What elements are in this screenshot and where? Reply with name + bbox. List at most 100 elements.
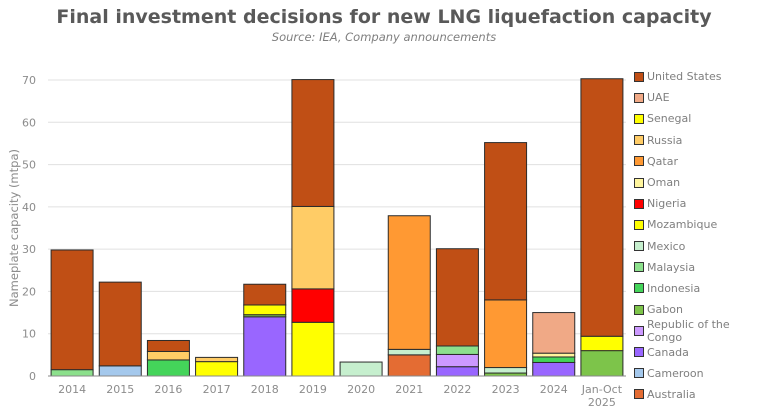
y-tick-label: 10 [22,328,36,341]
legend-swatch [634,262,644,273]
y-tick-label: 20 [22,285,36,298]
legend-label: Canada [647,345,689,359]
legend-swatch [634,92,644,103]
bar-segment-united-states [435,248,479,347]
x-tick-label: 2022 [443,383,471,396]
legend-swatch [634,219,644,230]
bar-segment-mozambique [291,321,335,377]
y-tick-label: 40 [22,201,36,214]
legend-label: Senegal [647,112,692,126]
bar-segment-mexico [484,367,528,374]
legend-swatch [634,304,644,315]
legend-item: Gabon [634,299,768,320]
legend-swatch [634,389,644,400]
legend-swatch [634,135,644,146]
bar-segment-indonesia [532,356,576,363]
legend-item: Mexico [634,236,768,257]
chart-subtitle: Source: IEA, Company announcements [271,30,497,44]
legend-item: Indonesia [634,278,768,299]
legend-item: Oman [634,172,768,193]
x-tick-label: 2017 [203,383,231,396]
legend-swatch [634,325,644,336]
bar-segment-nigeria [291,288,335,323]
x-tick-label: Jan-Oct [581,383,623,396]
y-tick-label: 50 [22,159,36,172]
y-tick-label: 70 [22,74,36,87]
legend-item: Senegal [634,108,768,129]
legend-swatch [634,177,644,188]
y-tick-label: 60 [22,116,36,129]
legend-item: Mozambique [634,214,768,235]
legend-swatch [634,347,644,358]
bar-segment-canada [532,361,576,377]
legend-label: Mozambique [647,218,718,232]
bar-segment-united-states [98,281,142,367]
legend-label: Nigeria [647,197,687,211]
legend-label: Cameroon [647,366,704,380]
x-tick-label: 2021 [395,383,423,396]
x-tick-label: 2025 [588,396,616,409]
bar-segment-qatar [387,215,431,350]
legend-swatch [634,241,644,252]
legend-swatch [634,113,644,124]
legend-label: Russia [647,133,683,147]
bar-segment-united-states [291,79,335,207]
bar-segment-senegal [580,335,624,352]
bar-segment-senegal [243,304,287,316]
legend-label: Malaysia [647,260,696,274]
bar-segment-mexico [339,361,383,377]
legend-swatch [634,71,644,82]
chart-title: Final investment decisions for new LNG l… [56,6,712,28]
legend-label: Indonesia [647,281,701,295]
bar-segment-republic-of-the-congo [435,353,479,368]
bar-segment-russia [146,350,190,361]
y-tick-label: 30 [22,243,36,256]
bar-segment-mozambique [195,361,239,377]
bar-segment-oman [532,352,576,358]
bar-segment-canada [435,366,479,377]
legend-item: Canada [634,341,768,362]
x-tick-label: 2024 [540,383,568,396]
legend-swatch [634,156,644,167]
legend-label: Oman [647,176,681,190]
x-tick-label: 2020 [347,383,375,396]
legend-item: Cameroon [634,363,768,384]
legend-label: UAE [647,91,670,105]
bar-segment-united-states [243,283,287,306]
y-tick-label: 0 [29,370,36,383]
x-tick-label: 2019 [299,383,327,396]
bar-segment-mexico [387,348,431,356]
bar-segment-gabon [580,350,624,377]
bar-segment-uae [532,312,576,354]
legend-item: United States [634,66,768,87]
legend-swatch [634,368,644,379]
bar-segment-united-states [50,249,94,371]
bar-segment-australia [387,354,431,377]
x-tick-label: 2016 [154,383,182,396]
x-tick-label: 2014 [58,383,86,396]
x-tick-label: 2018 [251,383,279,396]
bar-segment-cameroon [98,365,142,377]
bar-segment-united-states [580,78,624,337]
bar-segment-russia [195,356,239,363]
bar-segment-canada [243,316,287,377]
legend-label: United States [647,70,722,84]
y-axis-label: Nameplate capacity (mtpa) [7,149,21,307]
legend-item: Republic of the Congo [634,317,768,344]
legend-label: Republic of the Congo [646,317,730,344]
legend-item: UAE [634,87,768,108]
bar-segment-malaysia [435,345,479,355]
bar-segment-united-states [484,142,528,301]
legend-item: Qatar [634,151,768,172]
legend-item: Nigeria [634,193,768,214]
legend-item: Malaysia [634,257,768,278]
legend-label: Australia [647,387,696,401]
legend-item: Australia [634,384,768,405]
legend-label: Qatar [647,154,678,168]
legend-item: Russia [634,130,768,151]
bar-segment-united-states [146,339,190,352]
legend-label: Gabon [647,303,683,317]
bar-segment-russia [291,205,335,290]
bar-segment-malaysia [50,369,94,377]
